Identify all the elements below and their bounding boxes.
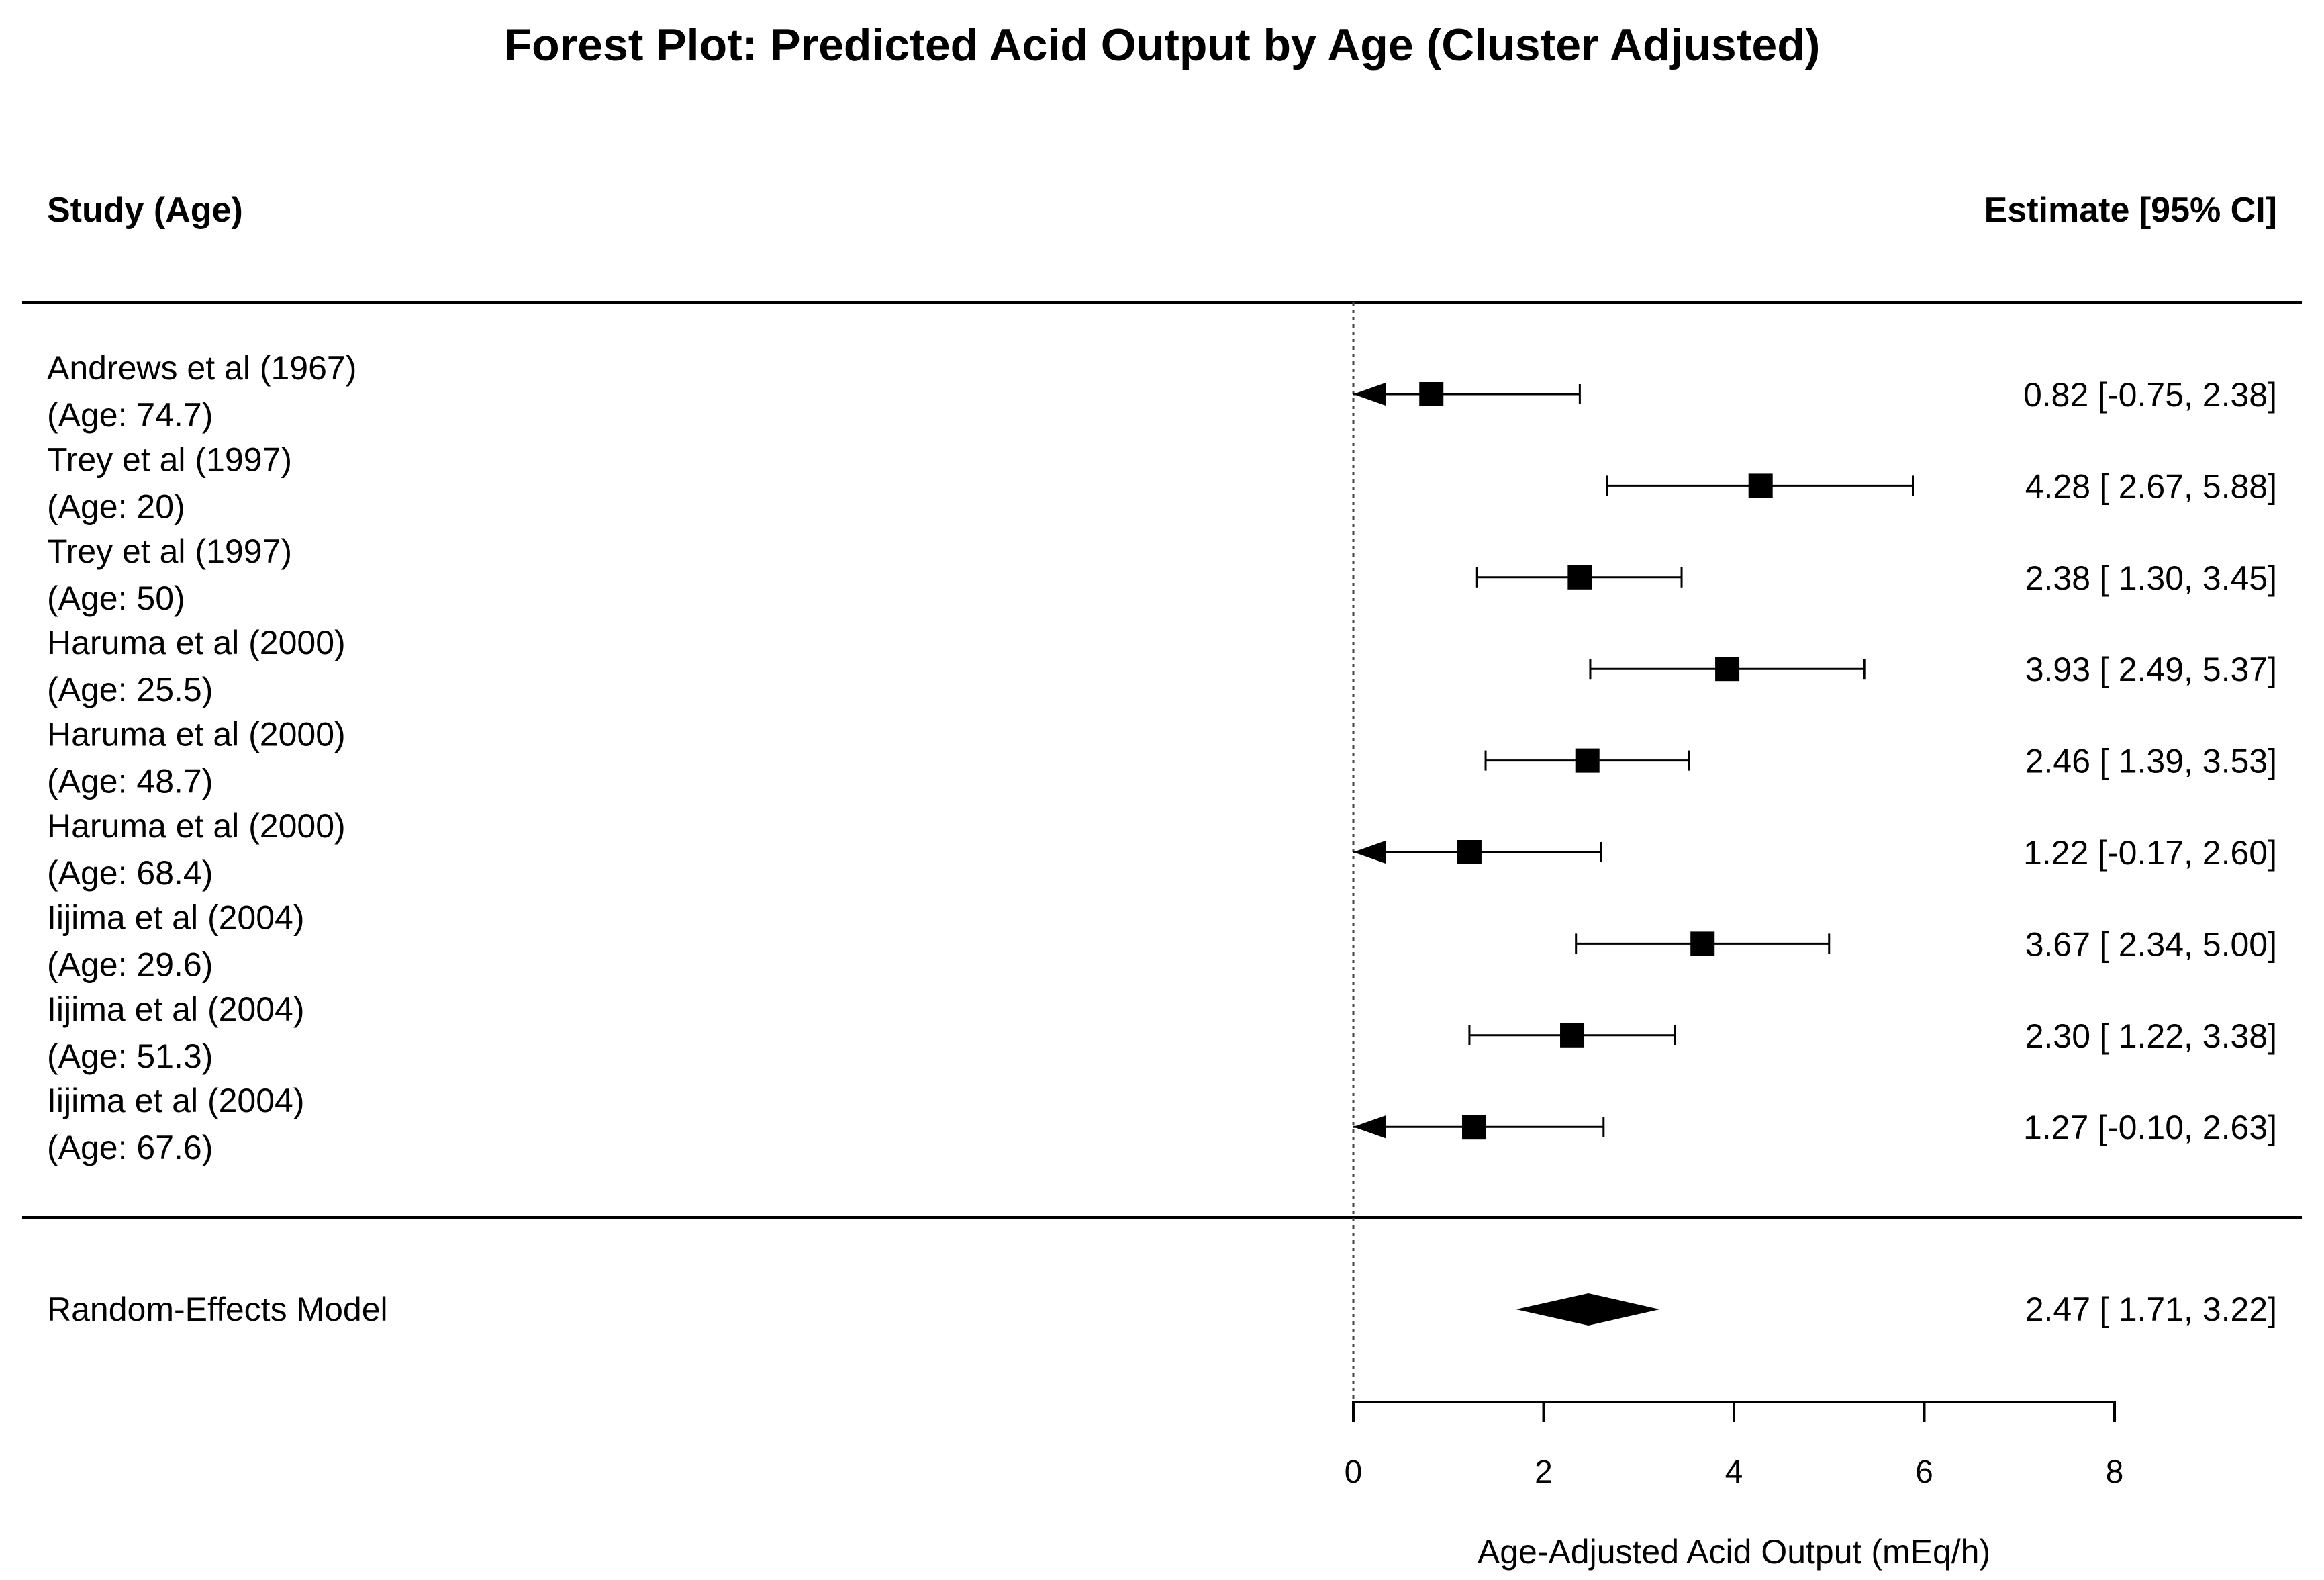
study-name: Trey et al (1997)	[47, 440, 292, 478]
estimate-ci-text: 0.82 [-0.75, 2.38]	[2023, 376, 2277, 414]
study-row: Iijima et al (2004) (Age: 67.6) 1.27 [-0.1…	[47, 1082, 2277, 1166]
study-age: (Age: 20)	[47, 487, 185, 525]
point-estimate-marker	[1560, 1023, 1585, 1048]
study-age: (Age: 67.6)	[47, 1129, 213, 1166]
point-estimate-marker	[1567, 565, 1592, 590]
study-name: Iijima et al (2004)	[47, 898, 305, 936]
study-age: (Age: 25.5)	[47, 671, 213, 708]
point-estimate-marker	[1419, 382, 1444, 406]
study-row: Trey et al (1997) (Age: 50) 2.38 [ 1.30, 3…	[47, 532, 2277, 617]
left-column-header: Study (Age)	[47, 191, 243, 230]
summary-row: Random-Effects Model 2.47 [ 1.71, 3.22]	[47, 1291, 2277, 1328]
study-name: Iijima et al (2004)	[47, 1082, 305, 1119]
study-row: Haruma et al (2000) (Age: 68.4) 1.22 [-0.1…	[47, 807, 2277, 892]
estimate-ci-text: 1.27 [-0.10, 2.63]	[2023, 1109, 2277, 1146]
study-rows: Andrews et al (1967) (Age: 74.7) 0.82 [-0.…	[47, 349, 2277, 1166]
ci-truncation-arrow	[1353, 1115, 1386, 1139]
estimate-ci-text: 2.46 [ 1.39, 3.53]	[2025, 743, 2277, 780]
ci-truncation-arrow	[1353, 841, 1386, 864]
right-column-header: Estimate [95% CI]	[1984, 191, 2277, 230]
x-tick-label: 4	[1725, 1454, 1743, 1490]
study-age: (Age: 68.4)	[47, 854, 213, 892]
chart-title: Forest Plot: Predicted Acid Output by Ag…	[504, 19, 1821, 71]
estimate-ci-text: 1.22 [-0.17, 2.60]	[2023, 834, 2277, 872]
study-name: Haruma et al (2000)	[47, 624, 346, 661]
study-row: Haruma et al (2000) (Age: 25.5) 3.93 [ 2.4…	[47, 624, 2277, 708]
x-axis-label: Age-Adjusted Acid Output (mEq/h)	[1478, 1533, 1990, 1571]
x-tick-label: 8	[2106, 1454, 2124, 1490]
study-name: Iijima et al (2004)	[47, 990, 305, 1028]
estimate-ci-text: 3.67 [ 2.34, 5.00]	[2025, 925, 2277, 963]
x-tick-label: 6	[1915, 1454, 1933, 1490]
estimate-ci-text: 4.28 [ 2.67, 5.88]	[2025, 467, 2277, 505]
ci-truncation-arrow	[1353, 383, 1386, 406]
study-name: Haruma et al (2000)	[47, 716, 346, 753]
x-tick-label: 0	[1345, 1454, 1363, 1490]
estimate-ci-text: 2.38 [ 1.30, 3.45]	[2025, 559, 2277, 597]
point-estimate-marker	[1748, 473, 1773, 498]
study-age: (Age: 48.7)	[47, 763, 213, 800]
study-age: (Age: 29.6)	[47, 945, 213, 983]
study-row: Iijima et al (2004) (Age: 51.3) 2.30 [ 1.2…	[47, 990, 2277, 1075]
study-age: (Age: 74.7)	[47, 396, 213, 434]
x-tick-label: 2	[1535, 1454, 1553, 1490]
study-name: Haruma et al (2000)	[47, 807, 346, 845]
point-estimate-marker	[1690, 931, 1715, 956]
estimate-ci-text: 2.30 [ 1.22, 3.38]	[2025, 1017, 2277, 1055]
study-age: (Age: 51.3)	[47, 1037, 213, 1075]
study-row: Trey et al (1997) (Age: 20) 4.28 [ 2.67, 5…	[47, 440, 2277, 525]
point-estimate-marker	[1462, 1115, 1487, 1140]
summary-label: Random-Effects Model	[47, 1291, 388, 1328]
study-row: Andrews et al (1967) (Age: 74.7) 0.82 [-0.…	[47, 349, 2277, 434]
point-estimate-marker	[1575, 748, 1600, 773]
study-name: Trey et al (1997)	[47, 532, 292, 570]
study-name: Andrews et al (1967)	[47, 349, 356, 387]
study-age: (Age: 50)	[47, 579, 185, 617]
point-estimate-marker	[1715, 657, 1740, 682]
summary-diamond	[1516, 1293, 1660, 1326]
x-axis: 0 2 4 6 8	[1345, 1401, 2124, 1490]
summary-ci-text: 2.47 [ 1.71, 3.22]	[2025, 1291, 2277, 1328]
point-estimate-marker	[1457, 840, 1482, 864]
estimate-ci-text: 3.93 [ 2.49, 5.37]	[2025, 651, 2277, 688]
study-row: Iijima et al (2004) (Age: 29.6) 3.67 [ 2.3…	[47, 898, 2277, 983]
study-row: Haruma et al (2000) (Age: 48.7) 2.46 [ 1.3…	[47, 716, 2277, 800]
